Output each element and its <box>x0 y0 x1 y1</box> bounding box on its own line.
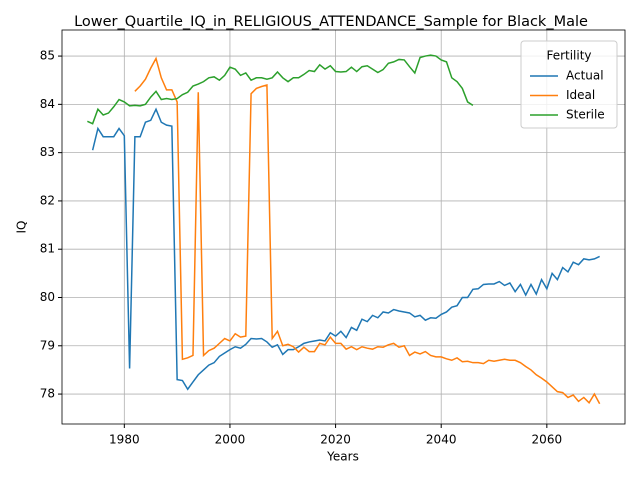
y-tick-label: 80 <box>40 290 55 304</box>
y-tick-label: 85 <box>40 49 55 63</box>
y-tick-label: 78 <box>40 387 55 401</box>
x-tick-label: 2060 <box>532 433 563 447</box>
legend-label: Actual <box>566 69 604 83</box>
legend-title: Fertility <box>546 49 591 63</box>
x-tick-label: 1980 <box>109 433 140 447</box>
x-tick-label: 2040 <box>426 433 457 447</box>
x-tick-label: 2000 <box>215 433 246 447</box>
legend-label: Sterile <box>566 108 605 122</box>
legend-box <box>520 40 618 129</box>
x-tick-label: 2020 <box>320 433 351 447</box>
y-tick-label: 84 <box>40 97 55 111</box>
line-series <box>87 54 474 125</box>
y-axis-label: IQ <box>15 221 29 234</box>
legend-label: Ideal <box>566 88 595 102</box>
line-series <box>134 56 601 405</box>
axes-frame <box>61 29 626 425</box>
y-tick-label: 81 <box>40 242 55 256</box>
x-axis-label: Years <box>326 450 359 464</box>
y-tick-label: 82 <box>40 193 55 207</box>
y-tick-label: 83 <box>40 145 55 159</box>
y-tick-label: 79 <box>40 338 55 352</box>
line-series <box>91 107 600 391</box>
chart-title: Lower_Quartile_IQ_in_RELIGIOUS_ATTENDANC… <box>74 14 588 30</box>
